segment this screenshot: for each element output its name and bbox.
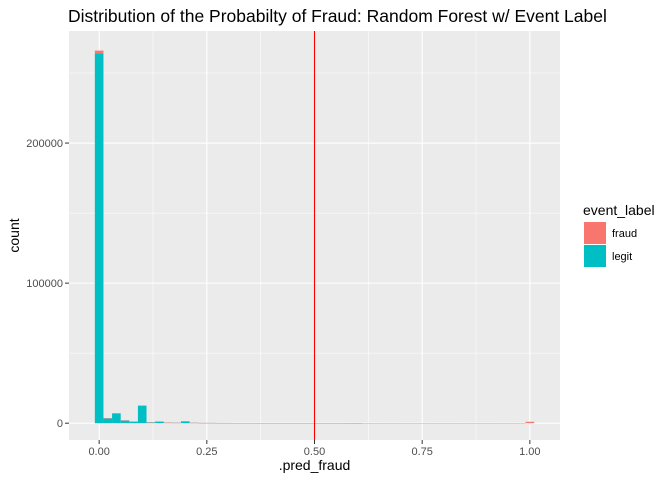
legend-title: event_label	[583, 202, 655, 218]
bar-legit	[155, 421, 164, 424]
y-tick-label: 200000	[26, 138, 63, 150]
bar-legit	[180, 421, 190, 424]
x-tick-label: 0.25	[196, 446, 217, 458]
bar-legit	[129, 421, 138, 424]
chart-title: Distribution of the Probabilty of Fraud:…	[68, 6, 607, 26]
y-tick-label: 0	[57, 418, 63, 430]
bar-fraud	[525, 421, 535, 424]
y-axis: 0 100000 200000	[26, 138, 69, 430]
x-axis: 0.00 0.25 0.50 0.75 1.00	[88, 440, 541, 458]
x-tick-label: 0.75	[411, 446, 432, 458]
y-axis-title: count	[6, 218, 22, 252]
y-tick-label: 100000	[26, 278, 63, 290]
bar-legit	[94, 53, 104, 424]
legend-key-legit	[584, 245, 606, 267]
histogram-bars	[94, 50, 535, 424]
legend-key-fraud	[584, 222, 606, 244]
bar-legit	[137, 405, 147, 424]
legend: event_label fraud legit	[583, 202, 655, 267]
x-tick-label: 1.00	[519, 446, 540, 458]
bar-legit	[103, 418, 113, 424]
x-axis-title: .pred_fraud	[279, 457, 351, 473]
bar-legit	[120, 420, 130, 424]
bar-fraud	[94, 50, 104, 54]
x-tick-label: 0.50	[304, 446, 325, 458]
legend-label-fraud: fraud	[612, 228, 637, 240]
bar-legit	[112, 413, 121, 424]
x-tick-label: 0.00	[88, 446, 109, 458]
legend-label-legit: legit	[612, 251, 632, 263]
bar-legit	[146, 422, 156, 424]
